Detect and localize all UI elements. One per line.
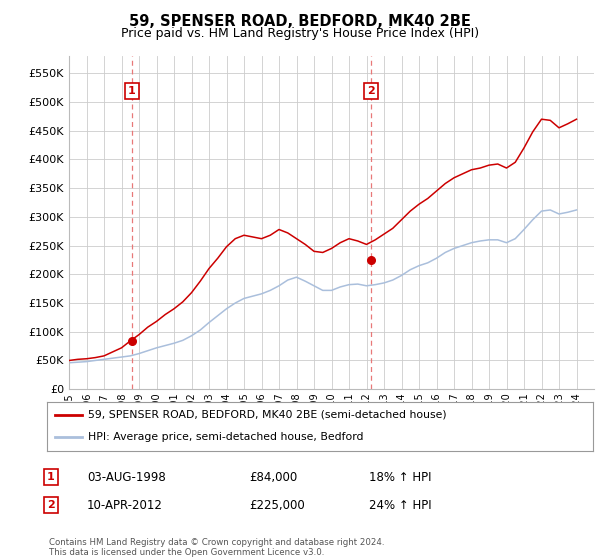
Text: 03-AUG-1998: 03-AUG-1998	[87, 470, 166, 484]
Text: 10-APR-2012: 10-APR-2012	[87, 498, 163, 512]
Text: 2: 2	[47, 500, 55, 510]
Text: 18% ↑ HPI: 18% ↑ HPI	[369, 470, 431, 484]
Text: 1: 1	[47, 472, 55, 482]
Text: 59, SPENSER ROAD, BEDFORD, MK40 2BE: 59, SPENSER ROAD, BEDFORD, MK40 2BE	[129, 14, 471, 29]
Text: 2: 2	[367, 86, 375, 96]
Text: £225,000: £225,000	[249, 498, 305, 512]
Text: 59, SPENSER ROAD, BEDFORD, MK40 2BE (semi-detached house): 59, SPENSER ROAD, BEDFORD, MK40 2BE (sem…	[88, 410, 446, 420]
Text: 24% ↑ HPI: 24% ↑ HPI	[369, 498, 431, 512]
Text: £84,000: £84,000	[249, 470, 297, 484]
Text: HPI: Average price, semi-detached house, Bedford: HPI: Average price, semi-detached house,…	[88, 432, 363, 442]
Text: Contains HM Land Registry data © Crown copyright and database right 2024.
This d: Contains HM Land Registry data © Crown c…	[49, 538, 385, 557]
Text: Price paid vs. HM Land Registry's House Price Index (HPI): Price paid vs. HM Land Registry's House …	[121, 27, 479, 40]
Text: 1: 1	[128, 86, 136, 96]
